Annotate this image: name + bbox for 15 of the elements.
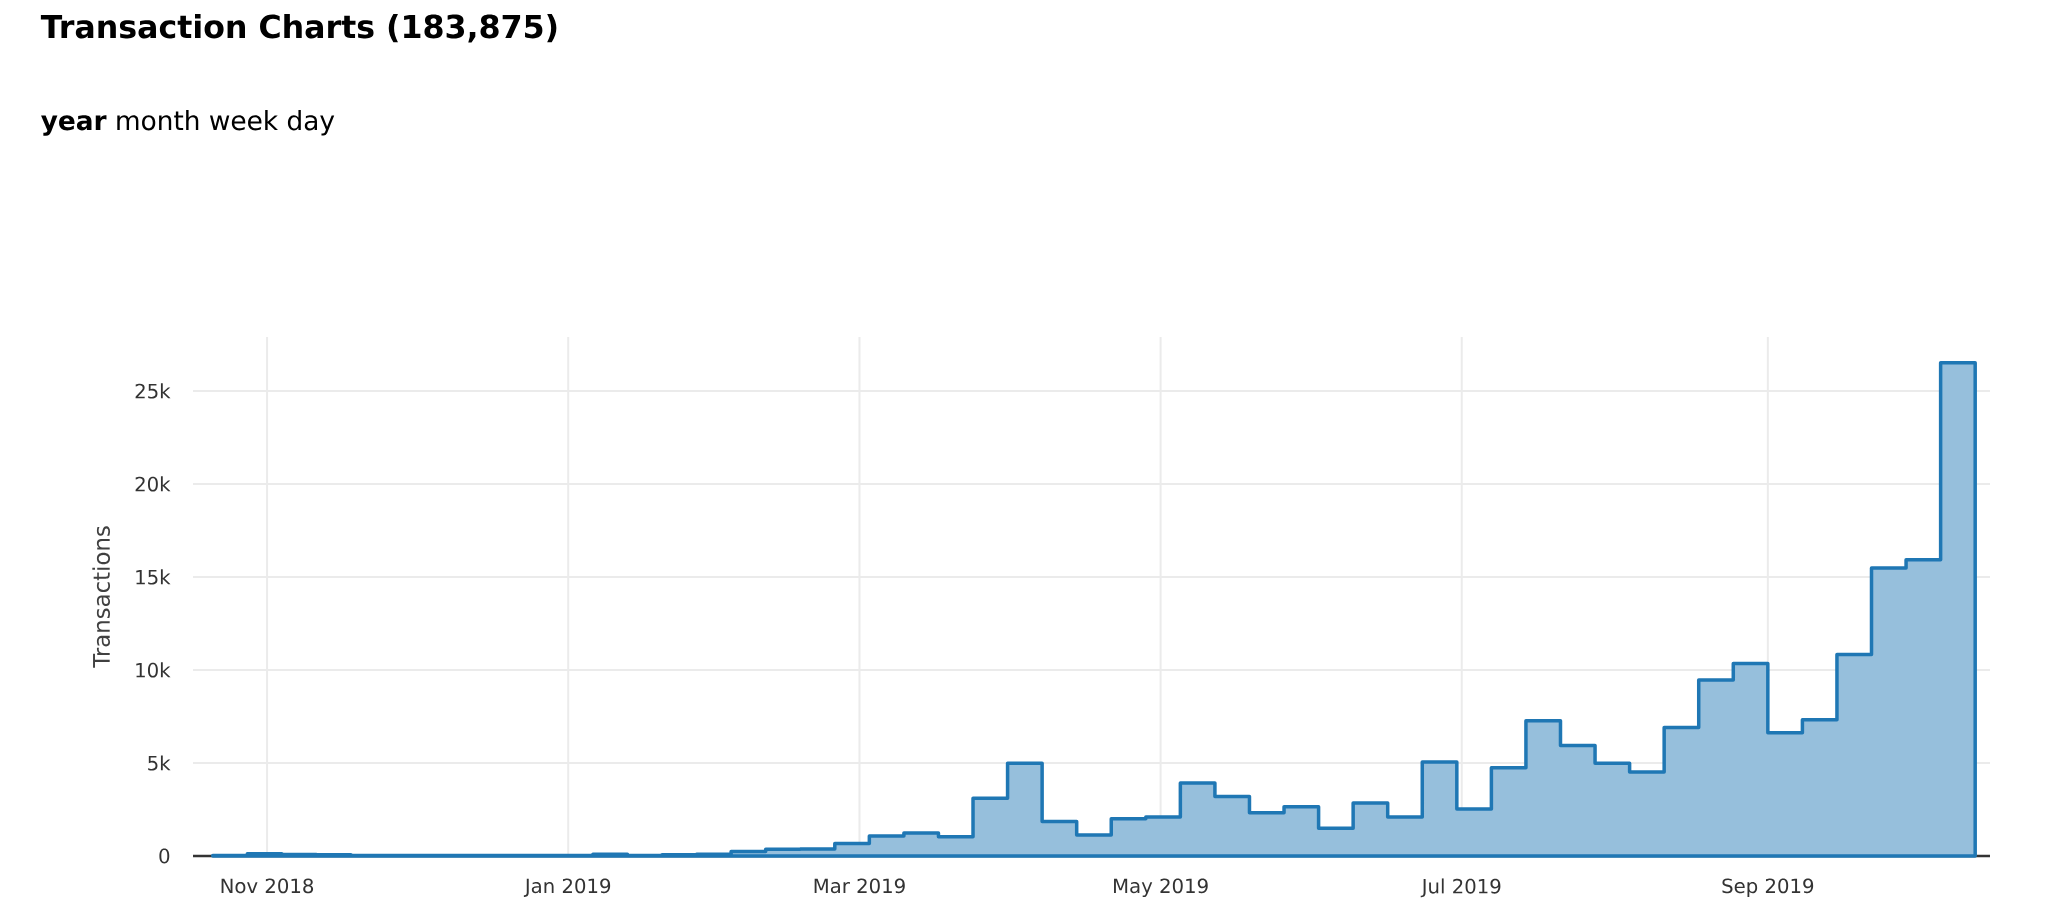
y-tick-label: 25k bbox=[135, 383, 171, 399]
y-axis-title: Transactions bbox=[92, 526, 111, 668]
y-tick-label: 5k bbox=[148, 755, 171, 771]
x-tick-label: May 2019 bbox=[1114, 878, 1208, 898]
y-tick-label: 10k bbox=[136, 662, 171, 678]
y-tick-label: 0 bbox=[159, 848, 170, 864]
x-tick-label: Jan 2019 bbox=[523, 878, 611, 897]
x-tick-label: Mar 2019 bbox=[814, 878, 905, 894]
x-tick-label: Nov 2018 bbox=[221, 878, 314, 894]
y-tick-label: 20k bbox=[135, 476, 171, 492]
chart-subtitle: year month week day bbox=[41, 109, 335, 136]
chart-title: Transaction Charts (183,875) bbox=[40, 13, 557, 43]
x-tick-label: Sep 2019 bbox=[1722, 878, 1814, 898]
x-tick-label: Jul 2019 bbox=[1420, 878, 1501, 898]
y-tick-label: 15k bbox=[136, 569, 171, 585]
